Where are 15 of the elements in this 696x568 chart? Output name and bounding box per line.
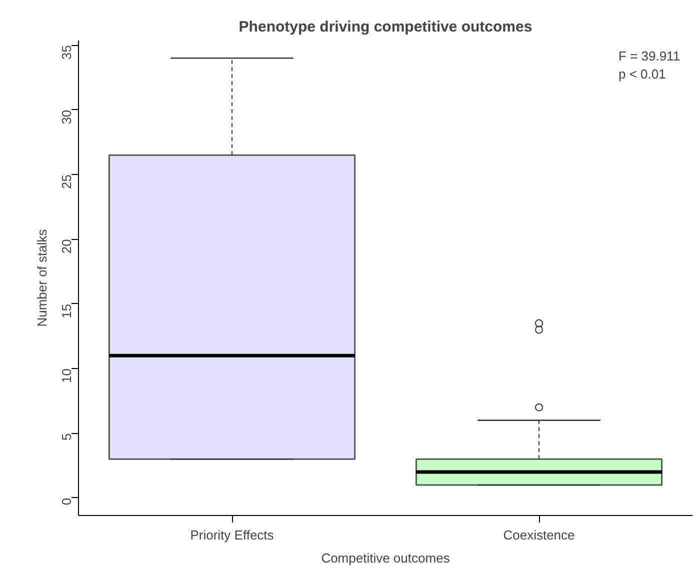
y-tick-label: 15 <box>59 304 74 318</box>
y-tick-label: 20 <box>59 239 74 254</box>
y-tick-label: 10 <box>59 368 74 384</box>
annotation: F = 39.911 <box>618 48 680 64</box>
annotation: p < 0.01 <box>618 66 666 82</box>
y-tick-label: 25 <box>59 174 74 189</box>
y-tick-label: 30 <box>59 110 74 124</box>
y-axis-title: Number of stalks <box>34 228 50 327</box>
chart-title: Phenotype driving competitive outcomes <box>238 18 532 36</box>
x-tick-label: Priority Effects <box>190 528 274 542</box>
y-tick-label: 5 <box>59 433 74 440</box>
x-axis-title: Competitive outcomes <box>321 550 450 566</box>
y-tick-label: 0 <box>59 498 74 506</box>
y-tick-label: 35 <box>59 45 74 60</box>
x-tick-label: Coexistence <box>503 528 575 542</box>
